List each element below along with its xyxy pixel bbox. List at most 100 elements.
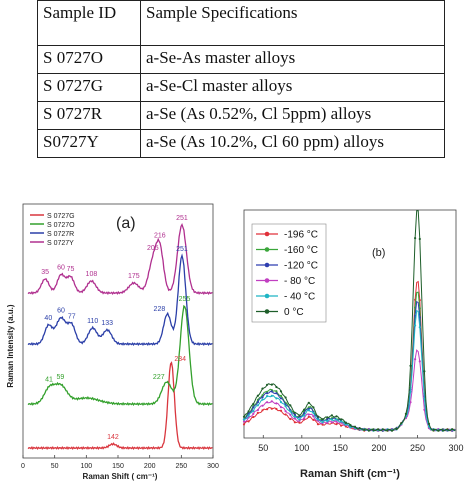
series-marker xyxy=(303,417,306,420)
series-marker xyxy=(279,401,283,404)
series-marker xyxy=(303,408,306,411)
cell-sample-spec: a-Se (As 10.2%, Cl 60 ppm) alloys xyxy=(140,129,445,158)
series-marker xyxy=(275,385,278,389)
series-marker xyxy=(293,411,296,414)
series-marker xyxy=(242,423,246,426)
peak-annotation: 41 xyxy=(45,376,53,383)
series-marker xyxy=(252,402,255,406)
x-tick-label: 300 xyxy=(207,463,219,470)
x-tick-label: 100 xyxy=(294,443,309,453)
peak-annotation: 35 xyxy=(41,269,49,276)
series-marker xyxy=(335,415,338,418)
series-marker xyxy=(363,428,366,431)
legend-marker xyxy=(264,247,270,252)
peak-annotation: 110 xyxy=(87,318,98,325)
x-tick-label: 200 xyxy=(371,443,386,453)
series-marker xyxy=(242,418,246,421)
series-marker xyxy=(344,423,347,426)
peak-annotation: 255 xyxy=(179,296,191,303)
legend-label: S 0727O xyxy=(47,222,75,229)
x-tick-label: 250 xyxy=(410,443,425,453)
series-marker xyxy=(266,395,269,398)
series-marker xyxy=(423,370,426,373)
series-marker xyxy=(275,397,278,400)
series-marker xyxy=(312,411,315,414)
series-marker xyxy=(381,428,384,431)
series-marker xyxy=(270,383,273,386)
series-marker xyxy=(247,420,250,423)
series-marker xyxy=(289,413,292,416)
series-marker xyxy=(404,412,407,415)
cell-sample-spec: a-Se-Cl master alloys xyxy=(140,73,445,102)
series-marker xyxy=(326,418,329,421)
series-line xyxy=(27,253,213,347)
series-marker xyxy=(261,396,264,399)
series-marker xyxy=(293,415,296,418)
series-marker xyxy=(326,416,329,419)
series-line xyxy=(27,222,213,296)
series-marker xyxy=(326,421,329,424)
series-marker xyxy=(432,428,435,431)
series-marker xyxy=(321,423,324,426)
table-header-row: Sample ID Sample Specifications xyxy=(37,0,445,46)
series-marker xyxy=(358,427,361,430)
series-marker xyxy=(279,397,283,400)
peak-annotation: 227 xyxy=(153,374,165,381)
series-marker xyxy=(261,409,264,412)
legend-label: S 0727Y xyxy=(47,240,74,247)
series-marker xyxy=(423,397,426,400)
series-marker xyxy=(326,420,329,423)
series-marker xyxy=(270,407,273,410)
series-marker xyxy=(293,413,296,416)
series-marker xyxy=(437,429,440,432)
peak-annotation: 60 xyxy=(57,308,65,315)
chart-a-ylabel: Raman Intensity (a.u.) xyxy=(6,304,15,387)
peak-annotation: 251 xyxy=(176,215,188,222)
series-line xyxy=(243,210,456,432)
series-marker xyxy=(409,364,412,367)
peak-annotation: 75 xyxy=(67,266,75,273)
series-marker xyxy=(316,418,320,421)
header-sample-id: Sample ID xyxy=(37,0,141,46)
series-marker xyxy=(307,406,310,409)
series-marker xyxy=(256,401,259,404)
series-marker xyxy=(270,394,273,397)
series-marker xyxy=(266,408,269,411)
series-marker xyxy=(252,412,255,415)
series-marker xyxy=(353,425,357,428)
series-marker xyxy=(284,410,287,413)
series-marker xyxy=(261,387,264,390)
chart-b-legend: -196 °C -160 °C -120 °C - 80 °C - 40 °C 0 °C xyxy=(251,223,327,323)
series-marker xyxy=(289,417,292,421)
x-tick-label: 0 xyxy=(21,463,25,470)
peak-annotation: 205 xyxy=(147,245,159,252)
series-marker xyxy=(270,390,273,393)
chart-b-plot-area: 50 100 150 200 250 300 xyxy=(242,209,464,453)
series-marker xyxy=(316,423,320,426)
series-marker xyxy=(289,410,292,413)
series-marker xyxy=(298,418,301,421)
x-tick-label: 250 xyxy=(175,463,187,470)
x-tick-label: 100 xyxy=(80,463,92,470)
series-marker xyxy=(312,406,315,409)
legend-marker xyxy=(264,278,270,283)
legend-label: -196 °C xyxy=(284,230,318,241)
series-marker xyxy=(256,408,259,412)
peak-annotation: 216 xyxy=(154,232,166,239)
chart-b-xlabel: Raman Shift (cm⁻¹) xyxy=(300,468,400,480)
series-marker xyxy=(303,414,306,417)
series-marker xyxy=(270,400,273,403)
series-marker xyxy=(307,415,310,418)
series-marker xyxy=(312,418,315,421)
legend-label: 0 °C xyxy=(284,307,304,318)
series-marker xyxy=(242,415,246,418)
header-sample-spec: Sample Specifications xyxy=(140,0,445,46)
series-marker xyxy=(284,413,287,416)
peak-annotation: 133 xyxy=(101,320,113,327)
x-tick-label: 300 xyxy=(448,443,463,453)
series-marker xyxy=(275,390,278,393)
chart-a-panel-label: (a) xyxy=(116,215,136,232)
series-marker xyxy=(293,417,296,420)
series-marker xyxy=(266,383,269,386)
